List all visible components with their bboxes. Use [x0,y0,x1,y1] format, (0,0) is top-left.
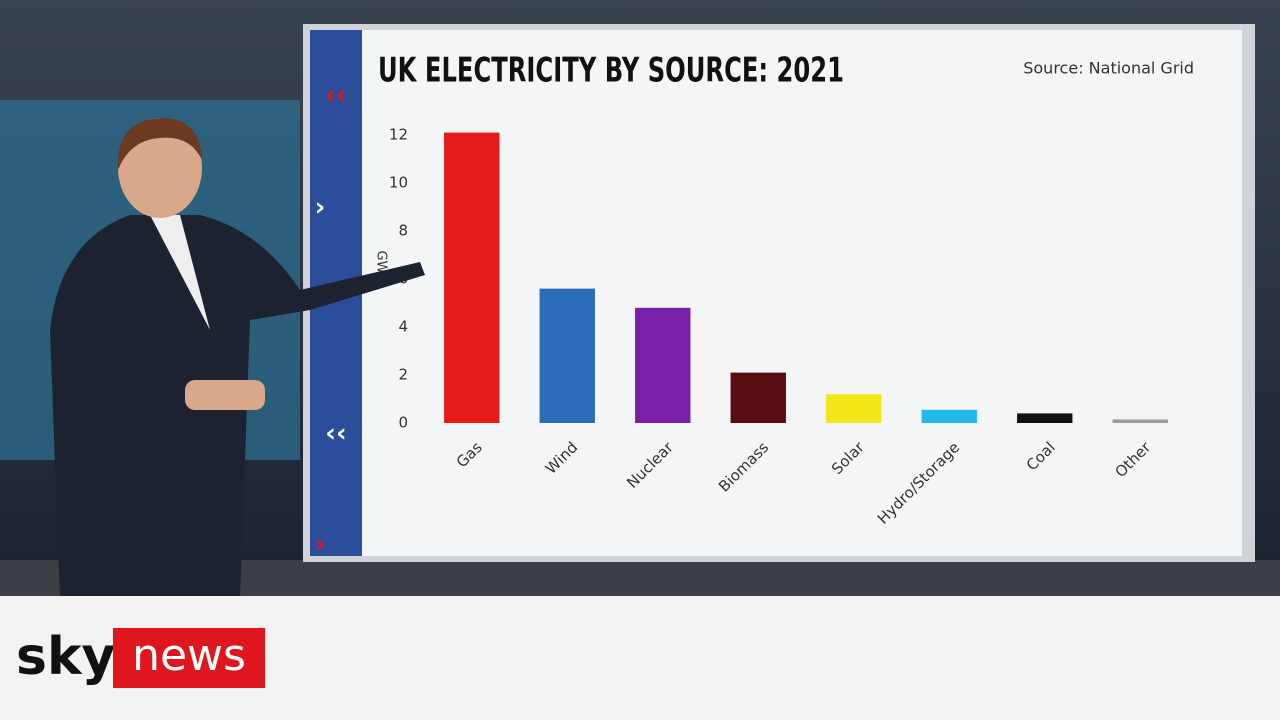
bar [921,409,977,423]
chart-area [362,30,1242,556]
chevron-icon: ‹‹ [325,81,346,111]
presenter [50,118,425,600]
chart-source: Source: National Grid [1023,59,1194,78]
y-tick-label: 10 [389,174,408,192]
logo-box [113,628,265,688]
bar [444,132,500,423]
y-tick-label: 2 [398,366,408,384]
chevron-icon: ‹‹ [325,419,346,449]
bar [1112,419,1168,423]
y-tick-label: 0 [398,414,408,432]
bar [635,307,691,423]
logo-sky: sky [16,627,115,687]
bar [539,288,595,423]
chevron-icon: › [315,193,326,223]
chevron-icon: › [315,530,326,560]
logo-news: news [132,630,246,681]
y-tick-label: 4 [398,318,408,336]
bar [730,372,786,423]
y-axis-label: GW [374,251,389,274]
bar [1017,413,1073,423]
chart-title: UK ELECTRICITY BY SOURCE: 2021 [378,51,844,91]
y-tick-label: 8 [398,222,408,240]
bar [826,394,882,423]
y-tick-label: 12 [389,126,408,144]
